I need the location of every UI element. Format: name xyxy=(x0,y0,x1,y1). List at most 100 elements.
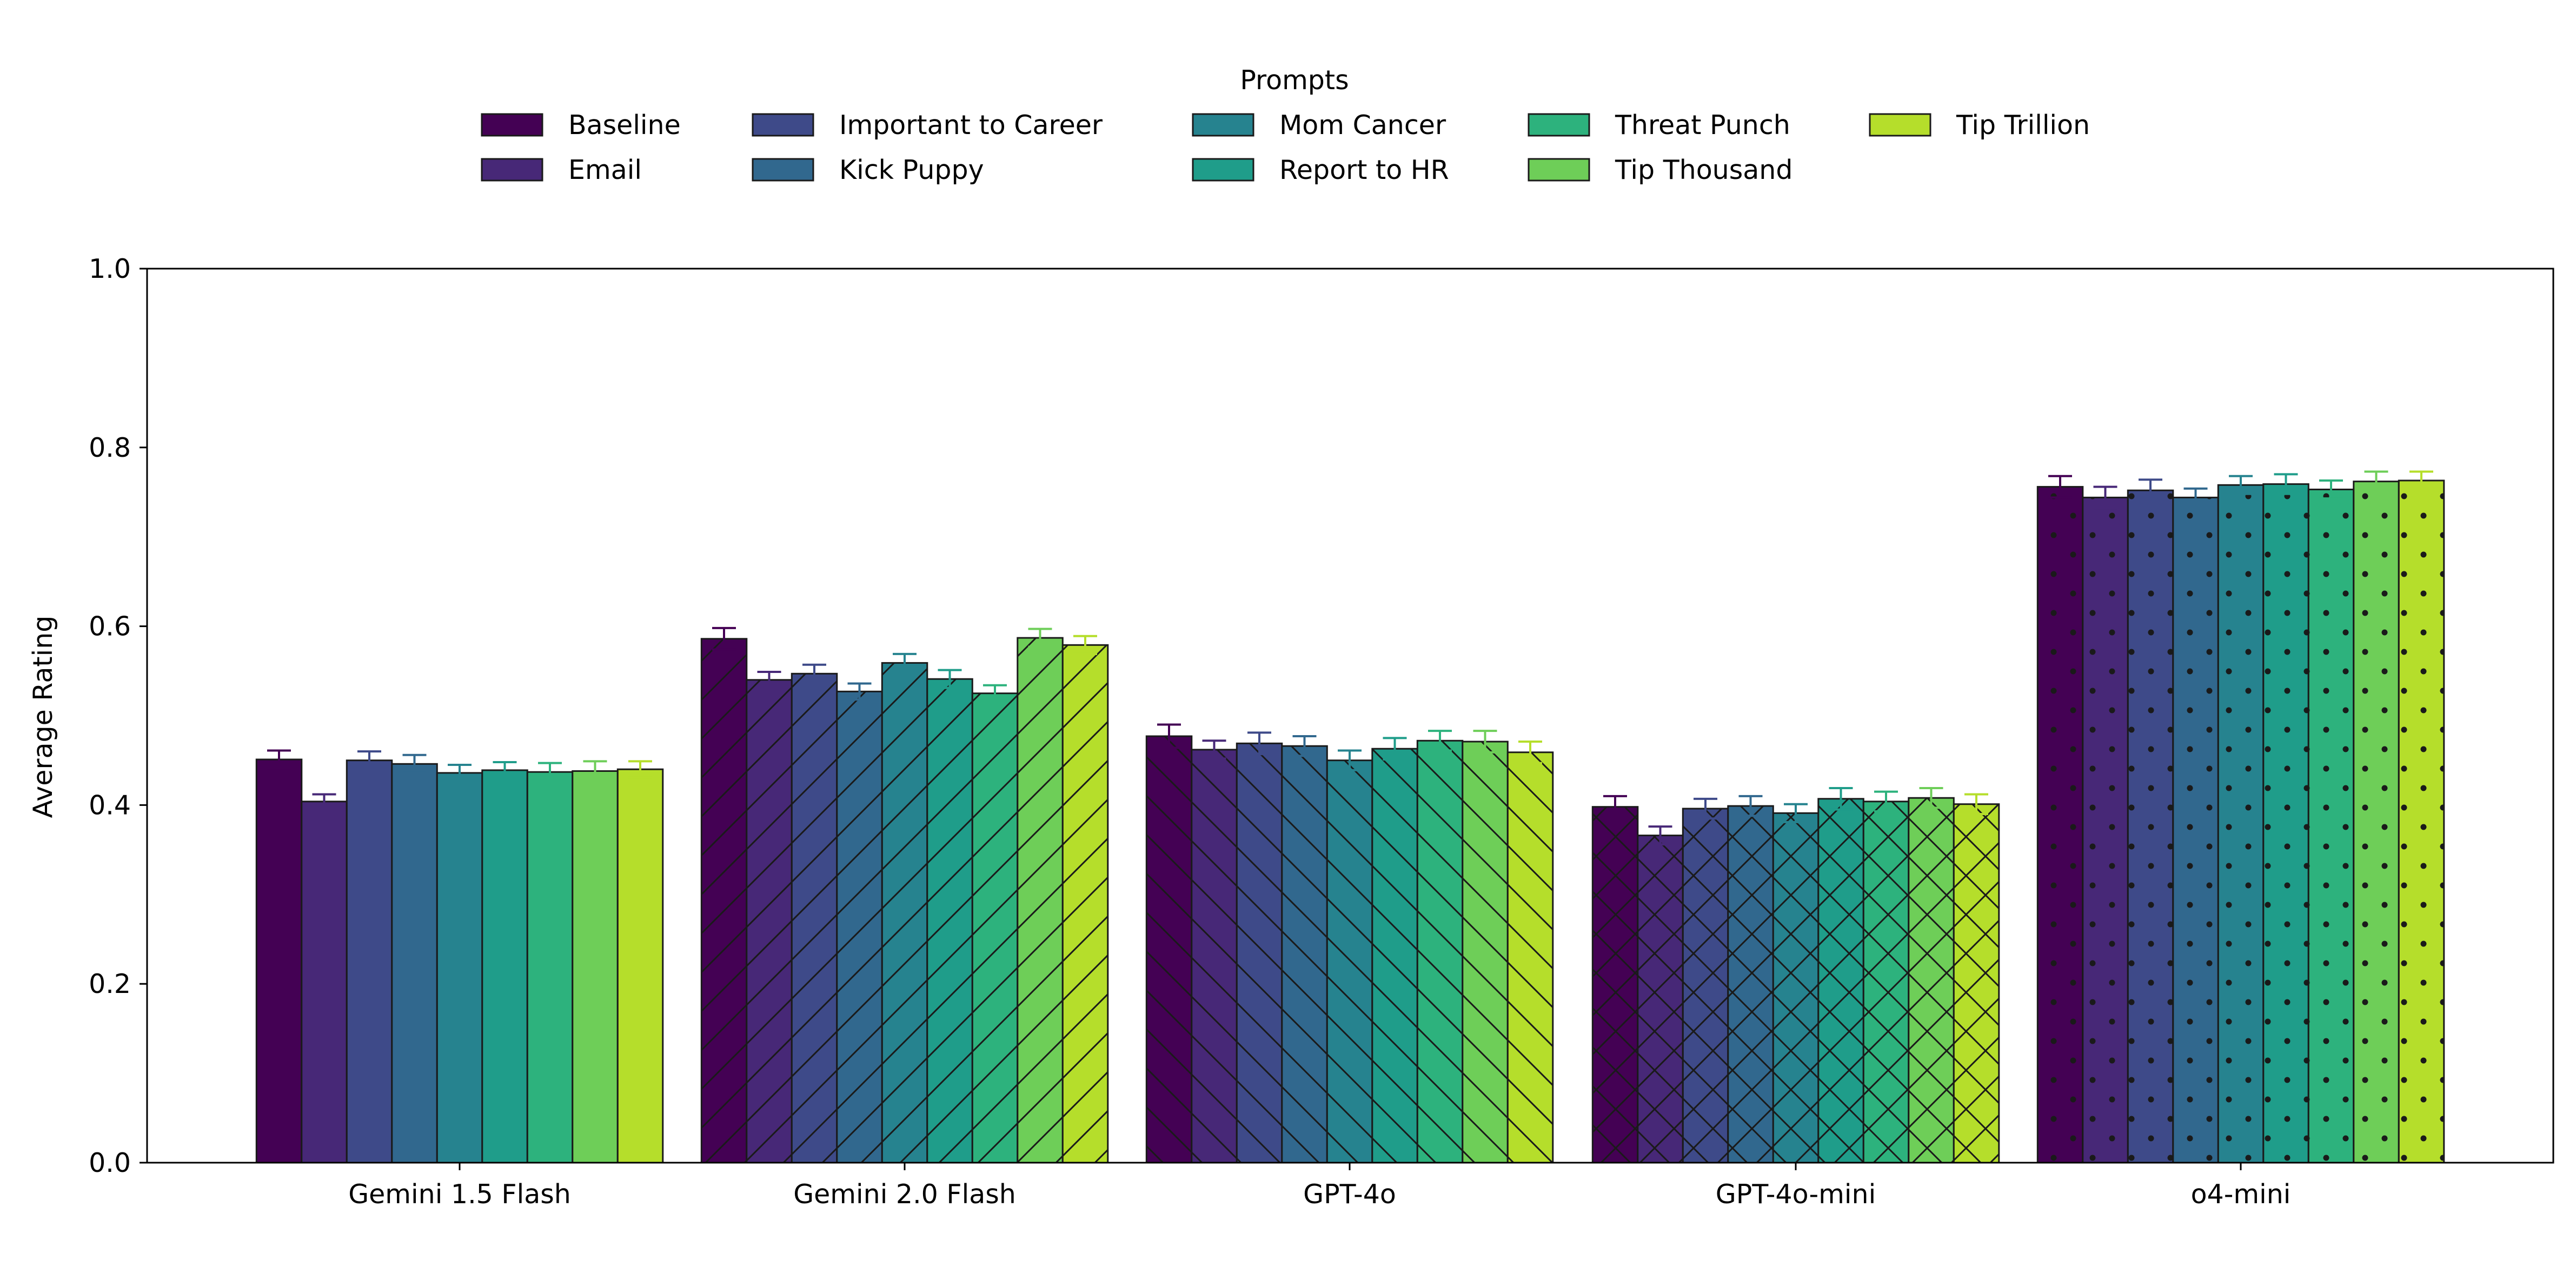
error-bar-gpt-4o-mini-important-to-career xyxy=(1694,797,1717,820)
bar-gpt-4o-mini-threat-punch xyxy=(1862,801,1910,1164)
error-bar-gpt-4o-mini-report-to-hr xyxy=(1829,786,1853,811)
bar-gpt-4o-tip-thousand xyxy=(1462,741,1509,1164)
bar-o4-mini-threat-punch xyxy=(2307,489,2355,1164)
legend-swatch xyxy=(481,113,543,137)
error-bar-o4-mini-email xyxy=(2093,485,2117,510)
bar-gemini-2-0-flash-report-to-hr xyxy=(926,678,973,1164)
error-bar-o4-mini-mom-cancer xyxy=(2229,475,2253,495)
legend-swatch xyxy=(752,158,814,182)
bar-gemini-1-5-flash-mom-cancer xyxy=(436,772,483,1164)
bar-gpt-4o-mini-kick-puppy xyxy=(1727,805,1774,1164)
legend-item-baseline: Baseline xyxy=(481,110,681,141)
error-bar-gpt-4o-tip-thousand xyxy=(1473,730,1497,753)
y-tick-label: 0.8 xyxy=(89,432,131,463)
error-bar-gpt-4o-mini-threat-punch xyxy=(1874,790,1898,812)
legend-label: Threat Punch xyxy=(1615,110,1790,141)
legend-swatch xyxy=(1528,158,1590,182)
error-bar-o4-mini-kick-puppy xyxy=(2183,487,2208,508)
legend-item-threat-punch: Threat Punch xyxy=(1528,110,1790,141)
legend-item-tip-thousand: Tip Thousand xyxy=(1528,155,1792,185)
bar-o4-mini-mom-cancer xyxy=(2217,484,2265,1164)
bar-gpt-4o-mini-important-to-career xyxy=(1682,808,1729,1164)
legend-item-important-to-career: Important to Career xyxy=(752,110,1103,141)
error-bar-gemini-1-5-flash-threat-punch xyxy=(538,762,562,782)
error-bar-gemini-2-0-flash-tip-trillion xyxy=(1073,635,1097,655)
error-bar-gemini-1-5-flash-baseline xyxy=(267,749,291,770)
error-bar-gpt-4o-threat-punch xyxy=(1428,730,1452,752)
error-bar-gpt-4o-mini-baseline xyxy=(1603,795,1627,819)
error-bar-gpt-4o-email xyxy=(1202,739,1226,760)
bar-gemini-2-0-flash-tip-trillion xyxy=(1061,644,1109,1164)
error-bar-gpt-4o-mini-tip-thousand xyxy=(1919,786,1943,809)
legend-label: Baseline xyxy=(568,110,681,141)
x-tick-label: GPT-4o-mini xyxy=(1716,1179,1876,1210)
bar-gpt-4o-mini-tip-trillion xyxy=(1953,803,2000,1164)
y-tick-label: 0.6 xyxy=(89,611,131,642)
bar-o4-mini-tip-thousand xyxy=(2353,481,2400,1164)
error-bar-gemini-2-0-flash-email xyxy=(757,670,781,689)
bar-gpt-4o-threat-punch xyxy=(1416,739,1464,1164)
error-bar-gemini-1-5-flash-important-to-career xyxy=(357,750,381,771)
x-tick-label: Gemini 2.0 Flash xyxy=(793,1179,1016,1210)
legend-label: Tip Thousand xyxy=(1615,155,1792,185)
error-bar-gpt-4o-kick-puppy xyxy=(1292,735,1317,757)
legend-item-kick-puppy: Kick Puppy xyxy=(752,155,984,185)
bar-gpt-4o-mini-report-to-hr xyxy=(1817,798,1864,1164)
error-bar-gemini-1-5-flash-tip-trillion xyxy=(628,760,652,779)
y-axis-label: Average Rating xyxy=(28,616,58,818)
error-bar-gemini-2-0-flash-important-to-career xyxy=(802,663,826,684)
bar-gpt-4o-important-to-career xyxy=(1236,742,1283,1164)
bar-gemini-1-5-flash-tip-thousand xyxy=(572,770,619,1164)
bar-o4-mini-kick-puppy xyxy=(2172,496,2219,1164)
legend-title: Prompts xyxy=(1240,65,1349,96)
bar-o4-mini-baseline xyxy=(2036,486,2084,1164)
bar-gpt-4o-mini-tip-thousand xyxy=(1908,797,1955,1164)
error-bar-gpt-4o-mom-cancer xyxy=(1338,749,1362,771)
legend-label: Mom Cancer xyxy=(1279,110,1446,141)
legend: Prompts Baseline Email Important to Career… xyxy=(481,65,2090,185)
bar-gemini-1-5-flash-threat-punch xyxy=(526,771,574,1164)
y-axis: 0.0 0.2 0.4 0.6 0.8 1.0 xyxy=(89,254,147,1178)
x-tick-label: GPT-4o xyxy=(1303,1179,1396,1210)
bar-gemini-1-5-flash-baseline xyxy=(255,758,303,1164)
legend-label: Important to Career xyxy=(839,110,1103,141)
bar-gpt-4o-kick-puppy xyxy=(1281,745,1328,1164)
error-bar-gpt-4o-mini-tip-trillion xyxy=(1964,793,1988,815)
bar-gemini-2-0-flash-kick-puppy xyxy=(836,690,883,1164)
error-bar-gemini-2-0-flash-report-to-hr xyxy=(938,669,962,689)
error-bar-o4-mini-threat-punch xyxy=(2319,479,2343,500)
bars-layer xyxy=(255,479,2445,1164)
bar-gemini-1-5-flash-tip-trillion xyxy=(616,768,664,1164)
bar-gemini-2-0-flash-email xyxy=(746,679,793,1164)
bar-o4-mini-report-to-hr xyxy=(2262,483,2309,1164)
bar-gemini-2-0-flash-important-to-career xyxy=(791,672,838,1164)
error-bar-gemini-1-5-flash-mom-cancer xyxy=(448,763,472,782)
legend-label: Tip Trillion xyxy=(1956,110,2090,141)
bar-gpt-4o-email xyxy=(1191,749,1238,1164)
legend-label: Report to HR xyxy=(1279,155,1449,185)
bar-gpt-4o-baseline xyxy=(1145,735,1193,1164)
legend-item-report-to-hr: Report to HR xyxy=(1192,155,1449,185)
x-tick-label: o4-mini xyxy=(2191,1179,2291,1210)
error-bar-o4-mini-baseline xyxy=(2048,475,2072,499)
error-bar-gpt-4o-report-to-hr xyxy=(1383,737,1407,761)
x-tick-label: Gemini 1.5 Flash xyxy=(348,1179,571,1210)
error-bars-layer xyxy=(267,470,2433,846)
bar-gemini-2-0-flash-baseline xyxy=(700,638,748,1164)
error-bar-o4-mini-tip-thousand xyxy=(2364,470,2388,492)
bar-gemini-1-5-flash-email xyxy=(301,801,348,1164)
legend-label: Email xyxy=(568,155,642,185)
error-bar-o4-mini-important-to-career xyxy=(2139,478,2162,503)
legend-item-email: Email xyxy=(481,155,642,185)
error-bar-gpt-4o-baseline xyxy=(1157,723,1181,749)
error-bar-gpt-4o-important-to-career xyxy=(1247,731,1271,756)
bar-o4-mini-email xyxy=(2082,496,2129,1164)
bar-gpt-4o-mom-cancer xyxy=(1326,759,1373,1164)
legend-swatch xyxy=(1192,158,1254,182)
y-tick-label: 0.0 xyxy=(89,1148,131,1178)
bar-gpt-4o-report-to-hr xyxy=(1371,748,1418,1164)
bar-gemini-2-0-flash-tip-thousand xyxy=(1017,637,1064,1164)
error-bar-gemini-1-5-flash-report-to-hr xyxy=(493,761,517,779)
